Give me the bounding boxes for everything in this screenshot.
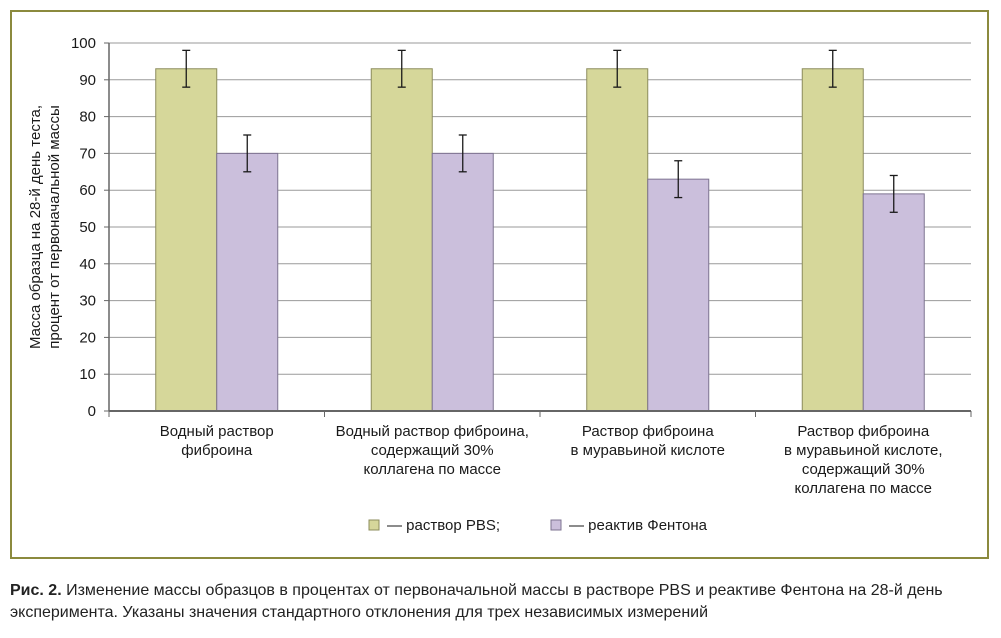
y-tick-label: 0 [88, 403, 96, 420]
bars [155, 68, 925, 412]
legend-swatch [368, 519, 380, 531]
bar [216, 152, 279, 412]
y-axis-label: Масса образца на 28-й день теста, процент… [27, 105, 63, 349]
caption-text: Изменение массы образцов в процентах от … [10, 582, 943, 621]
y-axis-label-line: процент от первоначальной массы [46, 105, 63, 349]
x-tick-label-line: Раствор фиброина [797, 423, 930, 440]
y-tick-label: 50 [79, 219, 96, 236]
figure-caption: Рис. 2. Изменение массы образцов в проце… [10, 580, 995, 624]
caption-label: Рис. 2. [10, 582, 62, 599]
x-tick-label-line: коллагена по массе [364, 461, 502, 478]
legend-swatch [550, 519, 562, 531]
y-tick-label: 100 [71, 35, 96, 52]
x-tick-label-line: Водный раствор фиброина, [336, 423, 529, 440]
x-tick-label: Раствор фиброина в муравьиной кислоте [571, 423, 725, 459]
bar [370, 68, 433, 412]
bar [647, 178, 710, 412]
bar [586, 68, 649, 412]
bar [801, 68, 864, 412]
x-tick-label-line: содержащий 30% [371, 442, 494, 459]
y-axis-label-text: Масса образца на 28-й день теста, процент… [27, 105, 63, 349]
legend: — раствор PBS; — реактив Фентона [368, 517, 708, 534]
legend-label: — раствор PBS; [387, 517, 500, 534]
axes [104, 42, 972, 417]
x-tick-label: Раствор фиброина в муравьиной кислоте, сод… [784, 423, 943, 497]
legend-label: — реактив Фентона [569, 517, 708, 534]
bar [155, 68, 218, 412]
y-tick-label: 80 [79, 109, 96, 126]
error-bars [182, 49, 898, 213]
x-tick-label-line: содержащий 30% [802, 461, 925, 478]
x-tick-label-line: в муравьиной кислоте [571, 442, 725, 459]
bar [862, 193, 925, 412]
x-tick-label-line: Раствор фиброина [582, 423, 715, 440]
y-tick-label: 90 [79, 72, 96, 89]
y-tick-label: 10 [79, 366, 96, 383]
y-tick-label: 70 [79, 145, 96, 162]
y-tick-label: 20 [79, 329, 96, 346]
x-tick-label-line: в муравьиной кислоте, [784, 442, 943, 459]
y-tick-label: 60 [79, 182, 96, 199]
bar [431, 152, 494, 412]
y-axis-label-line: Масса образца на 28-й день теста, [27, 105, 44, 349]
x-tick-label-line: фиброина [181, 442, 253, 459]
x-tick-label-line: Водный раствор [160, 423, 274, 440]
y-tick-label: 40 [79, 256, 96, 273]
y-tick-label: 30 [79, 293, 96, 310]
x-tick-label: Водный раствор фиброина [160, 423, 274, 459]
x-tick-label: Водный раствор фиброина, содержащий 30% ко… [336, 423, 529, 478]
y-tick-labels: 0 10 20 30 40 50 60 70 80 90 100 [71, 35, 96, 420]
x-tick-label-line: коллагена по массе [795, 480, 933, 497]
